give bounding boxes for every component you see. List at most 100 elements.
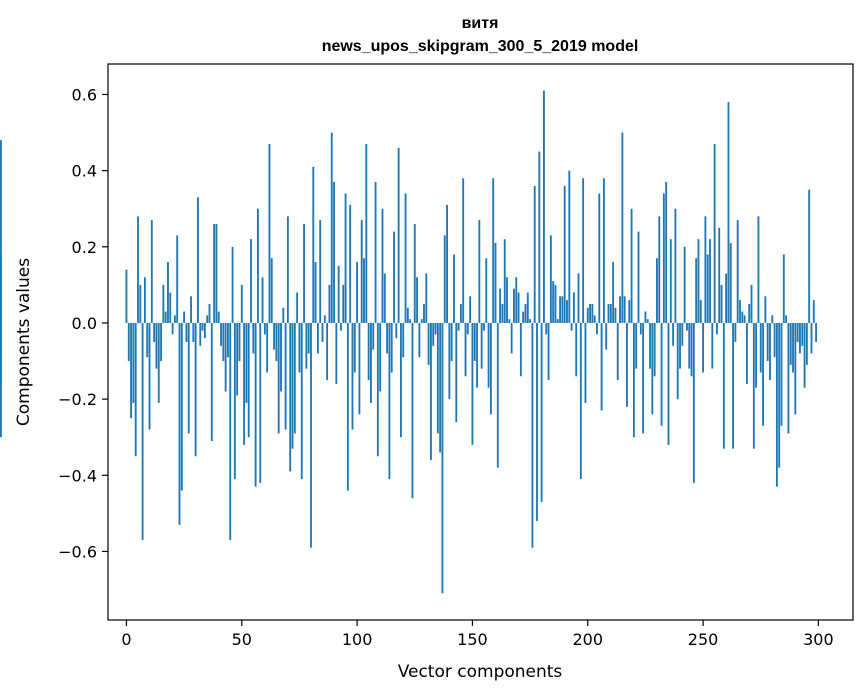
bar-207 [602,178,605,323]
x-tick-label: 200 [572,630,603,649]
bar-167 [510,322,513,354]
bar-212 [614,307,617,323]
bar-86 [323,315,326,323]
bar-94 [342,284,345,323]
bar-252 [706,254,709,323]
bar-277 [764,296,767,323]
bar-85 [321,322,324,342]
bar-293 [801,322,804,346]
bar-75 [298,322,301,373]
bar-15 [160,322,162,362]
bar-223 [639,322,642,335]
y-tick-label: 0.4 [72,162,97,181]
bar-59 [261,277,264,323]
bar-25 [183,311,186,323]
bar-80 [310,322,312,548]
bar-157 [487,322,490,388]
bar-224 [642,322,645,434]
bar-78 [305,322,308,369]
bar-2 [130,322,132,419]
bar-35 [206,315,209,323]
bar-159 [492,178,495,323]
bar-283 [778,322,781,468]
bar-272 [752,322,755,449]
bar-211 [612,262,615,323]
bar-130 [425,273,428,323]
bar-195 [575,322,578,377]
bar-79 [307,322,310,354]
bar-251 [704,216,707,323]
bar-208 [605,322,608,350]
bar-1 [127,322,130,362]
bar-186 [554,284,557,323]
bar-100 [356,262,359,323]
bar-96 [346,322,349,491]
bar-24 [180,322,183,491]
bar-218 [628,300,631,323]
bar-36 [208,303,211,323]
bar-193 [570,322,573,331]
bar-41 [220,322,222,346]
bar-26 [185,322,188,342]
bar-183 [547,322,550,381]
bar-56 [254,322,257,487]
bar-52 [245,322,248,403]
bar-93 [340,322,342,331]
bar-6 [139,284,142,323]
bar-259 [722,322,725,449]
bar-11 [150,220,153,323]
bar-81 [312,166,315,323]
bar-191 [566,300,568,323]
bar-140 [448,322,451,400]
bar-227 [649,322,651,369]
bar-53 [247,322,250,438]
bar-287 [787,322,790,434]
bar-54 [250,239,252,323]
bar-3 [132,322,135,403]
bar-182 [545,322,548,335]
bar-77 [303,223,305,323]
bar-269 [745,322,748,384]
bar-225 [644,311,647,323]
bar-291 [796,322,799,342]
bar-125 [413,223,416,323]
bar-169 [515,277,518,323]
bar-242 [683,246,686,323]
bar-202 [591,303,594,323]
chart-title: витя [462,15,499,32]
bar-206 [600,322,603,411]
bar-194 [572,292,575,323]
x-tick-label: 300 [803,630,834,649]
bar-285 [782,254,785,323]
bar-229 [653,322,656,377]
bar-148 [466,322,469,335]
bar-286 [785,315,788,323]
bar-264 [734,322,737,342]
bar-19 [169,292,172,323]
bar-263 [732,322,734,449]
bar-243 [686,322,688,331]
bar-204 [596,322,598,335]
bar-42 [222,322,225,362]
bar-27 [187,322,190,434]
bar-284 [780,322,783,426]
bar-245 [690,322,693,377]
bar-188 [559,296,561,323]
x-axis-label: Vector components [398,662,563,682]
bar-273 [755,322,758,388]
bar-83 [316,322,319,354]
bar-162 [499,288,502,323]
bar-222 [637,231,640,323]
bar-190 [563,185,566,323]
bar-168 [513,288,515,323]
bar-198 [582,178,585,323]
bar-280 [771,315,774,323]
y-tick-label: 0.0 [72,314,97,333]
bar-165 [506,277,508,323]
bar-49 [238,322,241,362]
bar-108 [374,182,377,323]
bar-241 [681,322,684,346]
bar-253 [709,239,711,323]
chart-subtitle: news_upos_skipgram_300_5_2019 model [322,38,639,55]
bar-67 [280,322,282,392]
